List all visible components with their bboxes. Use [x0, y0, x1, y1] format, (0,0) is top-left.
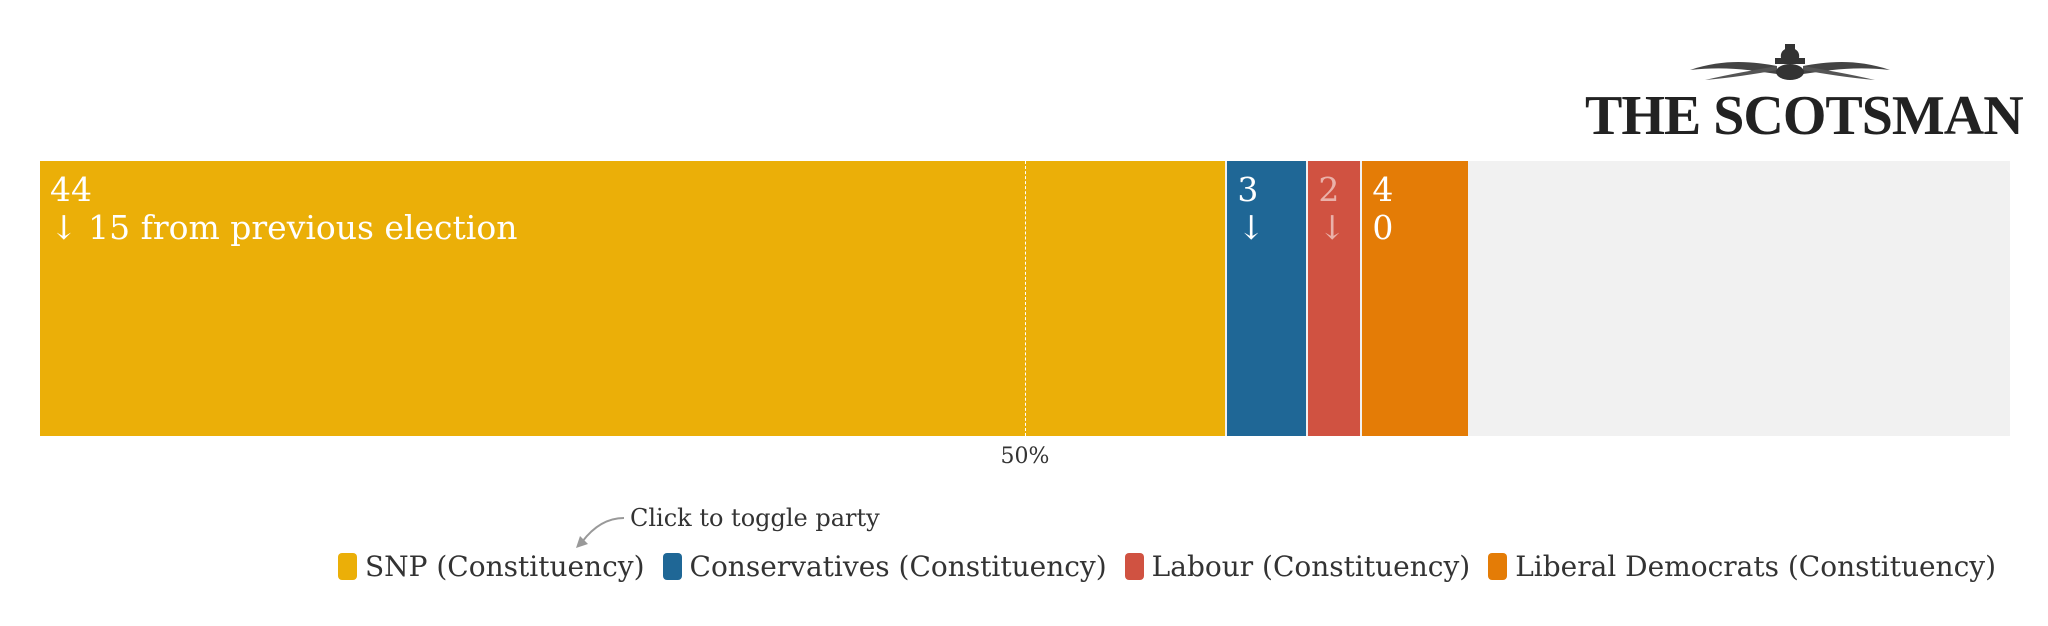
- seat-count-conservatives: 3: [1237, 170, 1259, 209]
- seat-count-liberal-democrats: 4: [1372, 170, 1394, 209]
- seat-count-labour: 2: [1318, 170, 1340, 209]
- bar-labour[interactable]: 2 ↓: [1308, 161, 1361, 436]
- seat-change-conservatives: ↓: [1237, 208, 1266, 247]
- bar-liberal-democrats[interactable]: 4 0: [1362, 161, 1469, 436]
- bar-conservatives[interactable]: 3 ↓: [1227, 161, 1307, 436]
- seat-count-snp: 44: [50, 170, 92, 209]
- bar-label-snp: 44 ↓ 15 from previous election: [50, 171, 517, 247]
- scotsman-logo: THE SCOTSMAN: [1585, 44, 2024, 147]
- majority-midline: [1025, 161, 1026, 436]
- bar-label-conservatives: 3 ↓: [1237, 171, 1265, 247]
- legend-item-snp[interactable]: SNP (Constituency): [337, 549, 645, 583]
- curved-arrow-icon: [576, 517, 625, 548]
- legend-swatch-labour: [1124, 552, 1144, 580]
- bar-snp[interactable]: 44 ↓ 15 from previous election: [40, 161, 1226, 436]
- legend-item-labour[interactable]: Labour (Constituency): [1124, 549, 1471, 583]
- seat-change-snp: ↓ 15 from previous election: [50, 208, 518, 247]
- coat-of-arms-icon: [1690, 44, 1890, 80]
- seat-bar-chart: 44 ↓ 15 from previous election 3 ↓ 2 ↓ 4…: [40, 161, 2010, 436]
- legend-item-liberal-democrats[interactable]: Liberal Democrats (Constituency): [1488, 550, 1996, 583]
- legend-label-conservatives: Conservatives (Constituency): [689, 549, 1107, 583]
- seat-change-liberal-democrats: 0: [1372, 208, 1394, 247]
- toggle-hint: Click to toggle party: [630, 504, 880, 532]
- logo-wordmark: THE SCOTSMAN: [1585, 85, 2024, 147]
- bar-label-liberal-democrats: 4 0: [1372, 171, 1393, 247]
- legend: SNP (Constituency) Conservatives (Consti…: [337, 548, 1996, 584]
- legend-swatch-snp: [337, 552, 357, 580]
- seat-change-labour: ↓: [1318, 208, 1346, 247]
- bar-label-labour: 2 ↓: [1318, 171, 1346, 247]
- midline-tick-label: 50%: [1000, 444, 1050, 469]
- legend-label-labour: Labour (Constituency): [1151, 549, 1471, 583]
- legend-label-snp: SNP (Constituency): [364, 549, 645, 583]
- legend-label-liberal-democrats: Liberal Democrats (Constituency): [1515, 549, 1996, 583]
- legend-swatch-conservatives: [662, 552, 682, 580]
- legend-swatch-liberal-democrats: [1488, 552, 1508, 580]
- legend-item-conservatives[interactable]: Conservatives (Constituency): [662, 549, 1107, 583]
